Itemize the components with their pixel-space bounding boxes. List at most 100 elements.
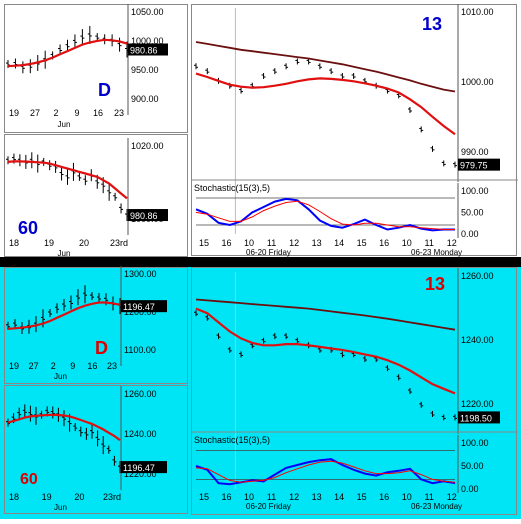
top_daily-ytick-0: 1050.00 [131, 7, 164, 17]
top_13-ma-0 [195, 72, 456, 136]
bot_60-ytick-0: 1260.00 [124, 389, 157, 399]
top_13-stoch-tick-1: 50.00 [461, 208, 484, 218]
top_daily-xtick-2: 2 [53, 108, 58, 118]
bot_13-xtick-3: 11 [267, 492, 276, 502]
bot_13-xtick-9: 10 [402, 492, 412, 502]
top_13-xtick-1: 16 [222, 238, 232, 248]
bot_13-xtick-1: 16 [222, 492, 232, 502]
bot_13-xtick-10: 11 [425, 492, 434, 502]
top-section-bg [0, 0, 521, 258]
bot_13-xtick-5: 13 [312, 492, 322, 502]
bot_13-date-right: 06-23 Monday [411, 502, 462, 511]
section-separator [0, 257, 521, 267]
bot_daily-ma-0 [7, 301, 121, 330]
top_60-price-tag-bg [128, 209, 168, 222]
bot_13-date-left: 06-20 Friday [246, 502, 291, 511]
top_13-xtick-9: 10 [402, 238, 412, 248]
top-60-frame [4, 134, 188, 257]
bot_60-xtick-0: 18 [9, 492, 19, 502]
bot_daily-label: D [95, 338, 108, 358]
top_13-stoch-tick-0: 100.00 [461, 186, 489, 196]
bot_13-stoch-tick-1: 50.00 [461, 461, 484, 471]
top_daily-label: D [98, 80, 111, 100]
top_13-date-left: 06-20 Friday [246, 248, 291, 257]
bot_daily-ytick-2: 1100.00 [124, 345, 156, 355]
bot_13-xtick-11: 12 [447, 492, 457, 502]
top_60-xtick-3: 23rd [110, 238, 128, 248]
top_13-stoch-tick-2: 0.00 [461, 229, 479, 239]
top_daily-xtick-1: 27 [30, 108, 40, 118]
bot_13-stoch-title: Stochastic(15(3),5) [194, 435, 270, 445]
bot_13-xtick-8: 16 [379, 492, 389, 502]
top-daily-frame [4, 4, 188, 133]
bot_13-stoch-tick-0: 100.00 [461, 438, 489, 448]
bot_13-xtick-4: 12 [289, 492, 299, 502]
bot_13-ytick-2: 1220.00 [461, 399, 494, 409]
bot_daily-xtick-3: 9 [70, 361, 75, 371]
bot_13-xtick-2: 10 [244, 492, 254, 502]
top_daily-xtick-3: 9 [74, 108, 79, 118]
bot_13-price-tag-bg [458, 411, 500, 424]
top_13-ytick-2: 990.00 [461, 147, 489, 157]
bot_daily-xtick-1: 27 [29, 361, 39, 371]
bot_daily-xsub: Jun [54, 372, 67, 381]
bot_60-ytick-1: 1240.00 [124, 429, 157, 439]
top_60-xtick-1: 19 [44, 238, 54, 248]
top_60-ma-0 [7, 160, 128, 200]
top_daily-ytick-3: 900.00 [131, 94, 159, 104]
bot_13-price-tag: 1198.50 [460, 413, 492, 423]
top_60-xtick-2: 20 [79, 238, 89, 248]
bot_60-ytick-2: 1220.00 [124, 469, 157, 479]
bot_60-price-tag: 1196.47 [123, 463, 155, 473]
top_13-ytick-0: 1010.00 [461, 7, 494, 17]
bot_13-ytick-1: 1240.00 [461, 335, 494, 345]
bot_13-stoch-tick-2: 0.00 [461, 484, 479, 494]
bot_daily-xtick-2: 2 [51, 361, 56, 371]
top_13-price-tag-bg [458, 158, 500, 171]
bot_60-xtick-1: 19 [42, 492, 52, 502]
top_daily-xtick-5: 23 [114, 108, 124, 118]
top_13-xtick-8: 16 [379, 238, 389, 248]
bot_13-stoch-line-1 [195, 460, 456, 483]
top_13-stoch-title: Stochastic(15(3),5) [194, 183, 270, 193]
top_daily-price-tag: 980.86 [130, 45, 158, 55]
top_daily-price-tag-bg [128, 43, 168, 56]
bot_60-xtick-3: 23rd [103, 492, 121, 502]
top_60-price-tag: 980.86 [130, 211, 158, 221]
top_13-ma-1 [195, 41, 456, 93]
top-13-frame [191, 4, 517, 256]
top_60-ytick-0: 1020.00 [131, 141, 164, 151]
bot_daily-price-tag-bg [121, 300, 167, 313]
top_13-xtick-3: 11 [267, 238, 276, 248]
top_60-xsub: Jun [58, 249, 71, 258]
top_daily-ytick-1: 1000.00 [131, 36, 164, 46]
bot_13-ma-1 [195, 298, 456, 331]
bot-daily-frame [4, 267, 188, 384]
bot_60-xtick-2: 20 [74, 492, 84, 502]
bot_13-xtick-7: 15 [357, 492, 367, 502]
top_13-price-tag: 979.75 [460, 161, 488, 171]
bot_13-stoch-line-0 [195, 458, 456, 486]
top_13-xtick-2: 10 [244, 238, 254, 248]
top_60-xtick-0: 18 [9, 238, 19, 248]
top_13-ytick-1: 1000.00 [461, 77, 494, 87]
bot_60-ma-0 [7, 413, 121, 441]
bot_60-price-tag-bg [121, 461, 167, 474]
top_13-xtick-7: 15 [357, 238, 367, 248]
top_13-xtick-4: 12 [289, 238, 299, 248]
bot_daily-ytick-0: 1300.00 [124, 269, 157, 279]
bot_13-ma-0 [195, 307, 456, 395]
bot-60-frame [4, 385, 188, 514]
top_13-stoch-line-1 [195, 200, 455, 230]
bot_daily-xtick-0: 19 [9, 361, 19, 371]
top_13-xtick-6: 14 [334, 238, 344, 248]
top_daily-xsub: Jun [58, 120, 71, 129]
top_daily-ytick-2: 950.00 [131, 65, 159, 75]
top_daily-xtick-0: 19 [9, 108, 19, 118]
top_13-xtick-10: 11 [425, 238, 434, 248]
top_13-date-right: 06-23 Monday [411, 248, 462, 257]
top_13-label: 13 [422, 14, 442, 34]
top_daily-xtick-4: 16 [93, 108, 103, 118]
bot_13-xtick-0: 15 [199, 492, 209, 502]
